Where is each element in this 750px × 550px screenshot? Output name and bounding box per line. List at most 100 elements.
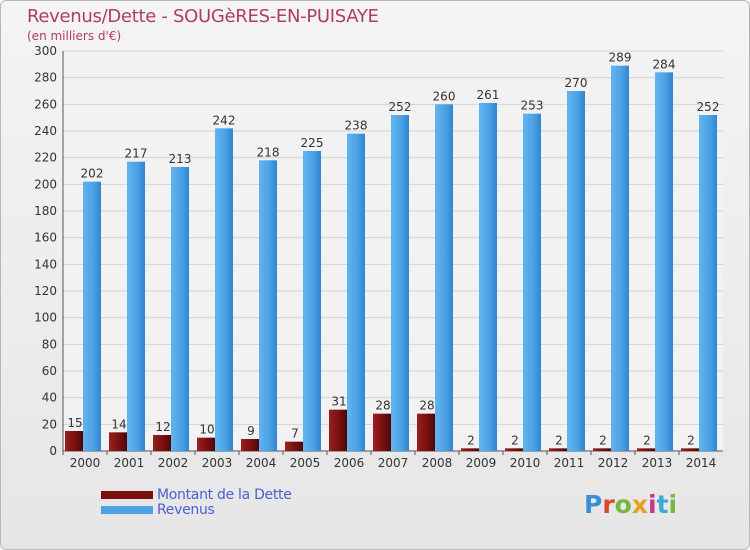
x-tick-label: 2012 [598, 456, 629, 470]
bar-revenus [347, 133, 365, 451]
logo-letter: t [656, 490, 669, 519]
y-tick-label: 40 [42, 391, 57, 405]
bar-dette [637, 448, 655, 451]
y-tick-label: 220 [34, 151, 57, 165]
data-label-dette: 2 [687, 433, 695, 447]
y-tick-label: 80 [42, 337, 57, 351]
x-tick-label: 2002 [158, 456, 189, 470]
logo-letter: r [602, 490, 615, 519]
bar-revenus [259, 160, 277, 452]
bar-revenus [479, 103, 497, 451]
data-label-revenus: 289 [609, 51, 632, 65]
bar-dette [109, 432, 127, 451]
bar-revenus [391, 115, 409, 451]
bar-dette [373, 413, 391, 451]
bar-revenus [127, 161, 145, 451]
chart-subtitle: (en milliers d'€) [27, 29, 122, 43]
x-tick-label: 2009 [466, 456, 497, 470]
legend: Montant de la Dette Revenus [101, 486, 292, 518]
bar-revenus [83, 181, 101, 451]
data-label-revenus: 252 [389, 100, 412, 114]
logo-letter: o [614, 490, 632, 519]
legend-swatch-dette [101, 490, 153, 499]
x-tick-label: 2007 [378, 456, 409, 470]
y-tick-label: 140 [34, 257, 57, 271]
data-label-revenus: 213 [169, 152, 192, 166]
bar-dette [593, 448, 611, 451]
bar-dette [65, 431, 83, 451]
bar-dette [153, 435, 171, 451]
bar-dette [197, 437, 215, 451]
data-label-revenus: 270 [565, 76, 588, 90]
x-tick-label: 2006 [334, 456, 365, 470]
x-tick-label: 2013 [642, 456, 673, 470]
data-label-revenus: 218 [257, 145, 280, 159]
bar-dette [285, 441, 303, 451]
bar-revenus [435, 104, 453, 451]
bar-revenus [611, 65, 629, 452]
y-tick-label: 180 [34, 204, 57, 218]
x-tick-label: 2000 [70, 456, 101, 470]
bar-revenus [171, 167, 189, 451]
bar-revenus [303, 151, 321, 451]
data-label-dette: 2 [643, 433, 651, 447]
x-tick-label: 2014 [686, 456, 717, 470]
y-tick-label: 260 [34, 97, 57, 111]
chart-title: Revenus/Dette - SOUGèRES-EN-PUISAYE [27, 6, 379, 27]
data-label-revenus: 252 [697, 100, 720, 114]
logo-letter: i [648, 490, 657, 519]
x-tick-label: 2004 [246, 456, 277, 470]
logo-letter: i [668, 490, 678, 519]
data-label-dette: 9 [247, 424, 255, 438]
bar-dette [549, 448, 567, 451]
legend-label-dette: Montant de la Dette [157, 486, 292, 503]
bar-dette [681, 448, 699, 451]
bar-revenus [567, 91, 585, 451]
bar-revenus [215, 128, 233, 451]
x-tick-label: 2005 [290, 456, 321, 470]
y-tick-label: 280 [34, 71, 57, 85]
data-label-revenus: 217 [125, 147, 148, 161]
data-label-dette: 31 [331, 395, 346, 409]
data-label-dette: 28 [419, 399, 434, 413]
y-tick-label: 120 [34, 284, 57, 298]
x-tick-label: 2001 [114, 456, 145, 470]
data-label-dette: 28 [375, 399, 390, 413]
data-label-dette: 12 [155, 420, 170, 434]
data-label-dette: 2 [599, 433, 607, 447]
legend-item-dette: Montant de la Dette [101, 486, 292, 503]
bar-revenus [655, 72, 673, 451]
data-label-dette: 14 [111, 417, 126, 431]
data-label-revenus: 261 [477, 88, 500, 102]
y-tick-label: 300 [34, 44, 57, 58]
logo-letter: P [584, 490, 603, 519]
data-label-revenus: 260 [433, 89, 456, 103]
x-tick-label: 2010 [510, 456, 541, 470]
bar-dette [505, 448, 523, 451]
data-label-dette: 10 [199, 423, 214, 437]
legend-label-revenus: Revenus [157, 501, 215, 518]
y-tick-label: 240 [34, 124, 57, 138]
bar-dette [241, 439, 259, 451]
y-tick-label: 160 [34, 231, 57, 245]
data-label-dette: 2 [467, 433, 475, 447]
data-label-revenus: 284 [653, 57, 676, 71]
y-tick-label: 60 [42, 364, 57, 378]
y-tick-label: 100 [34, 311, 57, 325]
data-label-revenus: 238 [345, 119, 368, 133]
x-tick-label: 2008 [422, 456, 453, 470]
data-label-dette: 2 [555, 433, 563, 447]
x-tick-label: 2011 [554, 456, 585, 470]
data-label-revenus: 242 [213, 113, 236, 127]
bar-dette [417, 413, 435, 451]
legend-swatch-revenus [101, 505, 153, 514]
y-tick-label: 200 [34, 177, 57, 191]
logo-letter: x [631, 490, 648, 519]
legend-item-revenus: Revenus [101, 501, 292, 518]
y-tick-label: 0 [49, 444, 57, 458]
x-tick-label: 2003 [202, 456, 233, 470]
bar-revenus [523, 113, 541, 452]
data-label-dette: 2 [511, 433, 519, 447]
